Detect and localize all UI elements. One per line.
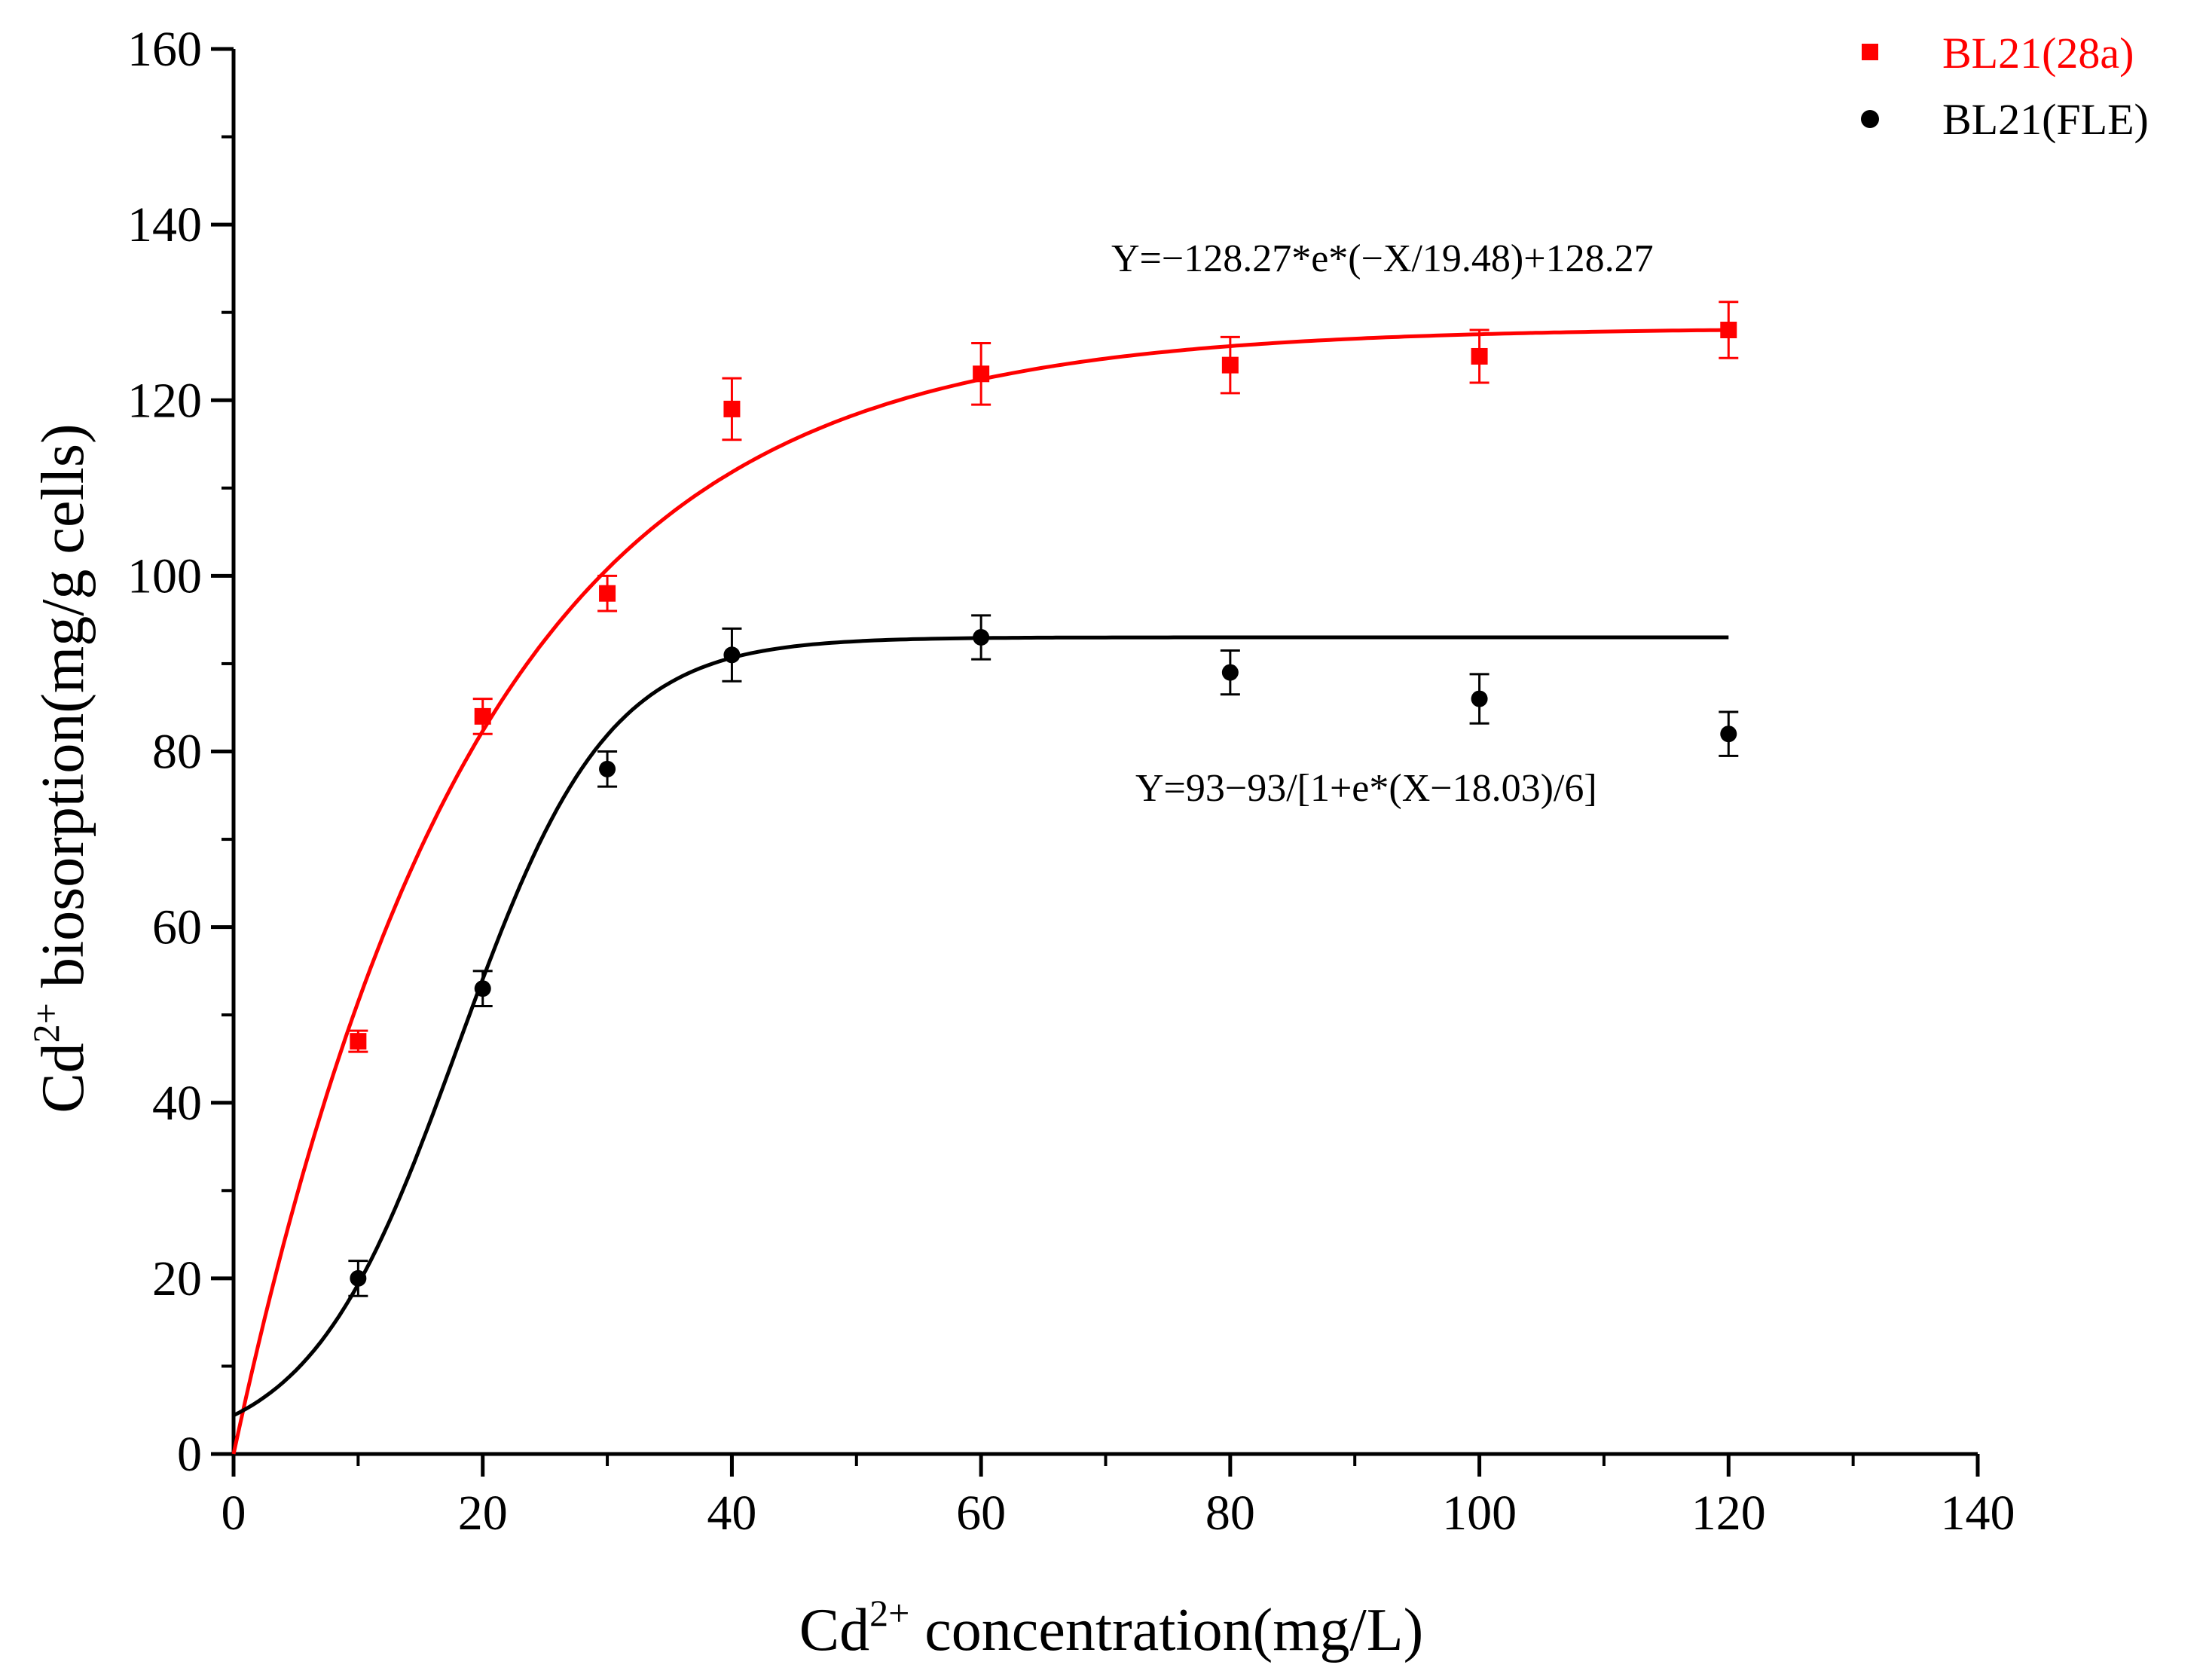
y-tick-label: 60 xyxy=(152,900,202,955)
y-tick-label: 80 xyxy=(152,725,202,780)
x-tick-label: 120 xyxy=(1691,1486,1766,1541)
point-bl21-28a xyxy=(723,400,741,417)
y-tick-label: 100 xyxy=(127,548,202,603)
point-bl21-fle xyxy=(723,646,741,664)
point-bl21-28a xyxy=(1221,356,1239,374)
equation-bl21-28a: Y=−128.27*e*(−X/19.48)+128.27 xyxy=(1111,237,1654,280)
x-tick-label: 0 xyxy=(222,1486,246,1541)
x-tick-label: 20 xyxy=(458,1486,508,1541)
legend-label-bl21-fle: BL21(FLE) xyxy=(1942,95,2149,144)
fit-curve-bl21-fle xyxy=(232,635,1729,1418)
point-bl21-fle xyxy=(1720,725,1737,743)
point-bl21-28a xyxy=(350,1033,367,1050)
point-bl21-28a xyxy=(474,707,491,725)
point-bl21-28a xyxy=(1720,322,1737,338)
equation-bl21-fle: Y=93−93/[1+e*(X−18.03)/6] xyxy=(1135,767,1597,810)
y-axis-title: Cd2+ biosorption(mg/g cells) xyxy=(25,423,96,1113)
legend: BL21(28a) BL21(FLE) xyxy=(1861,29,2149,144)
point-bl21-fle xyxy=(350,1269,367,1287)
y-tick-label: 140 xyxy=(127,197,202,252)
point-bl21-fle xyxy=(599,760,616,777)
legend-label-bl21-28a: BL21(28a) xyxy=(1942,29,2134,78)
x-tick-label: 40 xyxy=(707,1486,756,1541)
data-points xyxy=(348,301,1739,1297)
y-tick-label: 40 xyxy=(152,1076,202,1131)
point-bl21-28a xyxy=(599,585,616,602)
point-bl21-28a xyxy=(1471,347,1488,365)
ticks: 0 20 40 60 80 100 120 140 0 20 40 60 80 100 120 140 160 xyxy=(127,22,2015,1541)
y-tick-label: 0 xyxy=(177,1427,202,1482)
x-axis-title: Cd2+ concentration(mg/L) xyxy=(799,1592,1424,1663)
fit-curve-bl21-28a xyxy=(231,328,1729,1455)
x-tick-label: 60 xyxy=(956,1486,1006,1541)
y-tick-label: 20 xyxy=(152,1251,202,1306)
x-tick-label: 80 xyxy=(1205,1486,1255,1541)
point-bl21-28a xyxy=(973,365,990,383)
y-tick-label: 120 xyxy=(127,373,202,428)
point-bl21-fle xyxy=(1221,664,1239,681)
y-tick-label: 160 xyxy=(127,22,202,77)
axes xyxy=(231,49,1978,1456)
point-bl21-fle xyxy=(474,980,491,997)
fit-curves xyxy=(231,328,1729,1455)
legend-marker-bl21-fle xyxy=(1861,110,1879,128)
x-tick-label: 140 xyxy=(1941,1486,2015,1541)
x-tick-label: 100 xyxy=(1442,1486,1517,1541)
point-bl21-fle xyxy=(973,628,990,646)
legend-marker-bl21-28a xyxy=(1862,44,1878,60)
point-bl21-fle xyxy=(1471,690,1488,707)
